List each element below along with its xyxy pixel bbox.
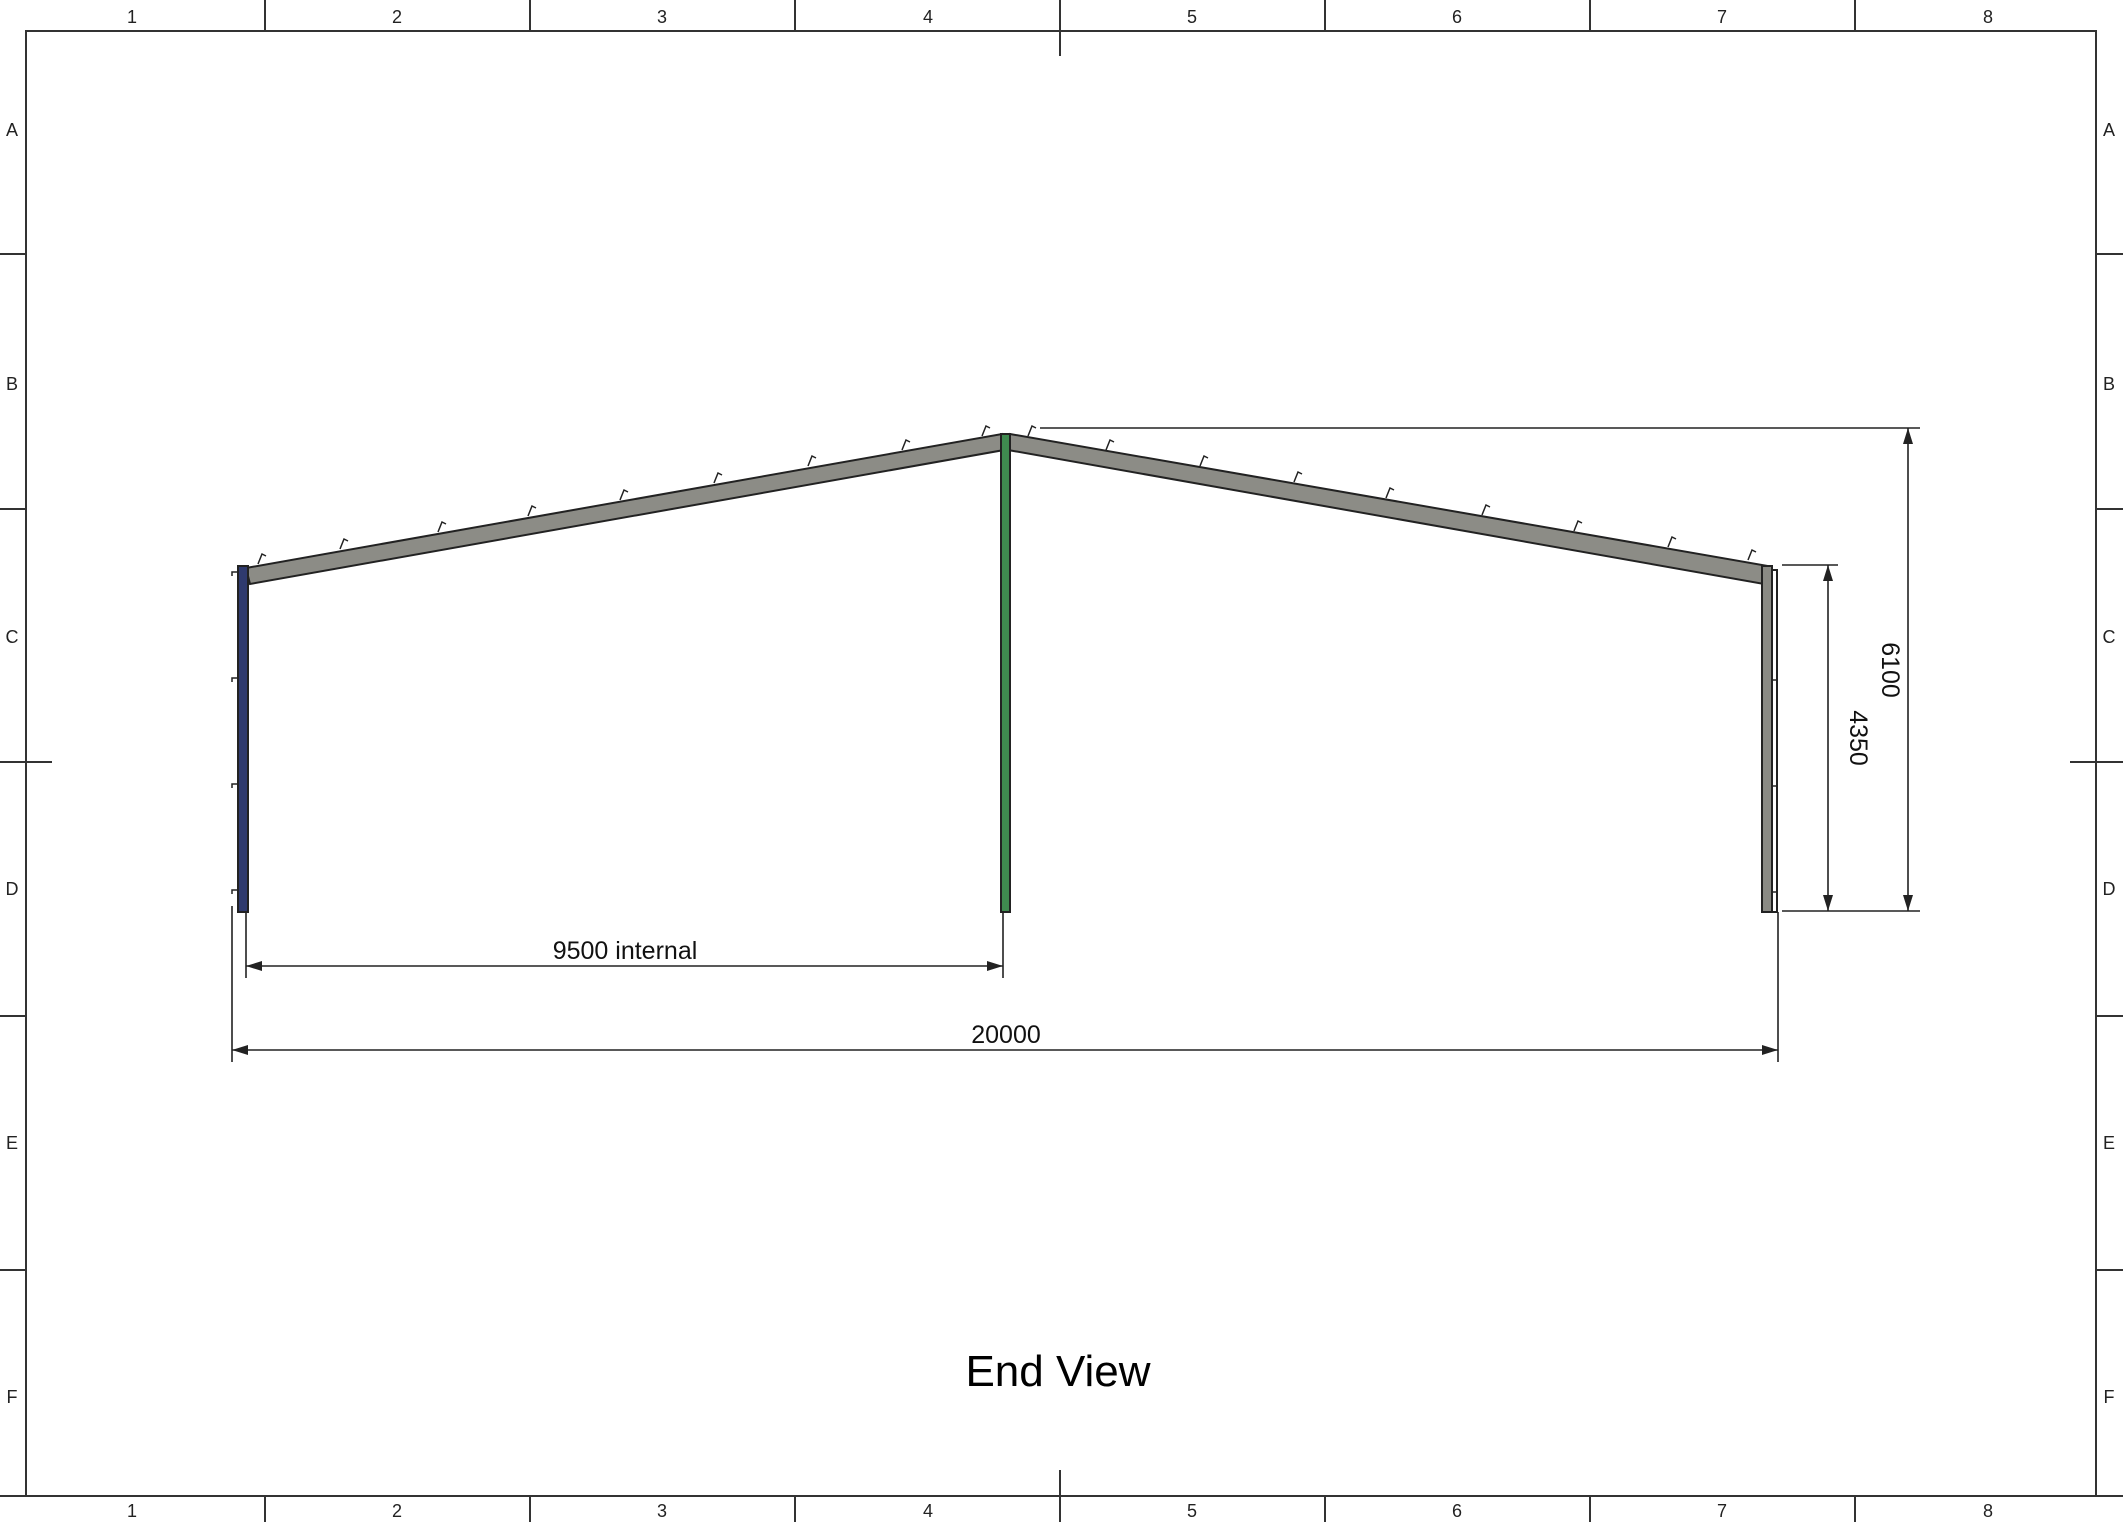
purlin-cleat <box>1027 424 1037 437</box>
bottom-col-label-7: 7 <box>1717 1501 1727 1521</box>
arrowhead-right <box>1762 1045 1778 1055</box>
bottom-col-label-4: 4 <box>923 1501 933 1521</box>
arrowhead-bottom <box>1823 895 1833 911</box>
purlin-cleat <box>1667 535 1677 548</box>
rail-cleat <box>231 677 238 682</box>
right-purlin-cleats <box>1027 424 1757 561</box>
left-row-labels: A B C D E F <box>6 120 19 1407</box>
left-row-label-f: F <box>7 1387 18 1407</box>
left-row-label-e: E <box>6 1133 18 1153</box>
sheet-border <box>0 30 2123 1497</box>
left-row-label-d: D <box>6 879 19 899</box>
arrowhead-top <box>1823 565 1833 581</box>
dimension-overall-width: 20000 <box>231 906 1779 1062</box>
arrowhead-left <box>246 961 262 971</box>
dimension-eaves-height: 4350 <box>1782 564 1920 912</box>
left-column <box>237 565 249 913</box>
rail-cleat <box>231 783 238 788</box>
purlin-cleat <box>1573 519 1583 532</box>
arrowhead-bottom <box>1903 895 1913 911</box>
bottom-col-label-3: 3 <box>657 1501 667 1521</box>
purlin-cleat <box>527 504 537 517</box>
view-title: End View <box>965 1347 1150 1396</box>
rail-cleat <box>231 889 238 894</box>
right-row-labels: A B C D E F <box>2103 120 2116 1407</box>
bottom-col-label-1: 1 <box>127 1501 137 1521</box>
bottom-col-label-2: 2 <box>392 1501 402 1521</box>
purlin-cleat <box>807 454 817 467</box>
column-ticks <box>264 0 1856 1522</box>
bottom-col-label-8: 8 <box>1983 1501 1993 1521</box>
internal-span-label: 9500 internal <box>553 937 698 965</box>
right-row-label-f: F <box>2104 1387 2115 1407</box>
purlin-cleat <box>1481 503 1491 516</box>
top-col-label-5: 5 <box>1187 7 1197 27</box>
right-row-label-d: D <box>2103 879 2116 899</box>
left-row-label-c: C <box>6 627 19 647</box>
left-column-rail-cleats <box>231 571 238 894</box>
purlin-cleat <box>437 520 447 533</box>
right-row-label-b: B <box>2103 374 2115 394</box>
left-row-label-b: B <box>6 374 18 394</box>
bottom-col-label-5: 5 <box>1187 1501 1197 1521</box>
rail-cleat <box>231 571 238 576</box>
top-col-label-2: 2 <box>392 7 402 27</box>
arrowhead-left <box>232 1045 248 1055</box>
right-column-rail-marks <box>1772 679 1777 893</box>
purlin-cleat <box>1105 438 1115 451</box>
right-column-flange <box>1771 569 1778 913</box>
eaves-height-label: 4350 <box>1844 710 1872 766</box>
purlin-cleat <box>1385 486 1395 499</box>
arrowhead-right <box>987 961 1003 971</box>
purlin-cleat <box>339 537 349 550</box>
right-row-label-e: E <box>2103 1133 2115 1153</box>
purlin-cleat <box>619 488 629 501</box>
right-row-label-c: C <box>2103 627 2116 647</box>
right-rafter <box>1006 432 1770 586</box>
top-col-label-7: 7 <box>1717 7 1727 27</box>
apex-height-label: 6100 <box>1876 642 1904 698</box>
purlin-cleat <box>981 424 991 437</box>
left-rafter <box>244 432 1006 586</box>
dimension-internal-span: 9500 internal <box>245 912 1004 978</box>
purlin-cleat <box>1199 454 1209 467</box>
center-column <box>1000 433 1011 913</box>
purlin-cleat <box>901 438 911 451</box>
top-col-label-1: 1 <box>127 7 137 27</box>
right-row-label-a: A <box>2103 120 2115 140</box>
left-row-label-a: A <box>6 120 18 140</box>
bottom-column-labels: 1 2 3 4 5 6 7 8 <box>127 1501 1993 1521</box>
arrowhead-top <box>1903 428 1913 444</box>
right-column <box>1761 565 1773 913</box>
purlin-cleat <box>1747 548 1757 561</box>
top-col-label-6: 6 <box>1452 7 1462 27</box>
dimension-apex-height: 6100 <box>1040 427 1920 911</box>
top-col-label-3: 3 <box>657 7 667 27</box>
left-purlin-cleats <box>257 424 991 565</box>
top-col-label-4: 4 <box>923 7 933 27</box>
purlin-cleat <box>257 552 267 565</box>
top-col-label-8: 8 <box>1983 7 1993 27</box>
overall-width-label: 20000 <box>971 1021 1041 1049</box>
purlin-cleat <box>713 471 723 484</box>
purlin-cleat <box>1293 470 1303 483</box>
row-ticks <box>0 253 2123 1271</box>
top-column-labels: 1 2 3 4 5 6 7 8 <box>127 7 1993 27</box>
bottom-col-label-6: 6 <box>1452 1501 1462 1521</box>
portal-frame <box>237 432 1778 913</box>
inner-frame <box>25 30 2097 1497</box>
